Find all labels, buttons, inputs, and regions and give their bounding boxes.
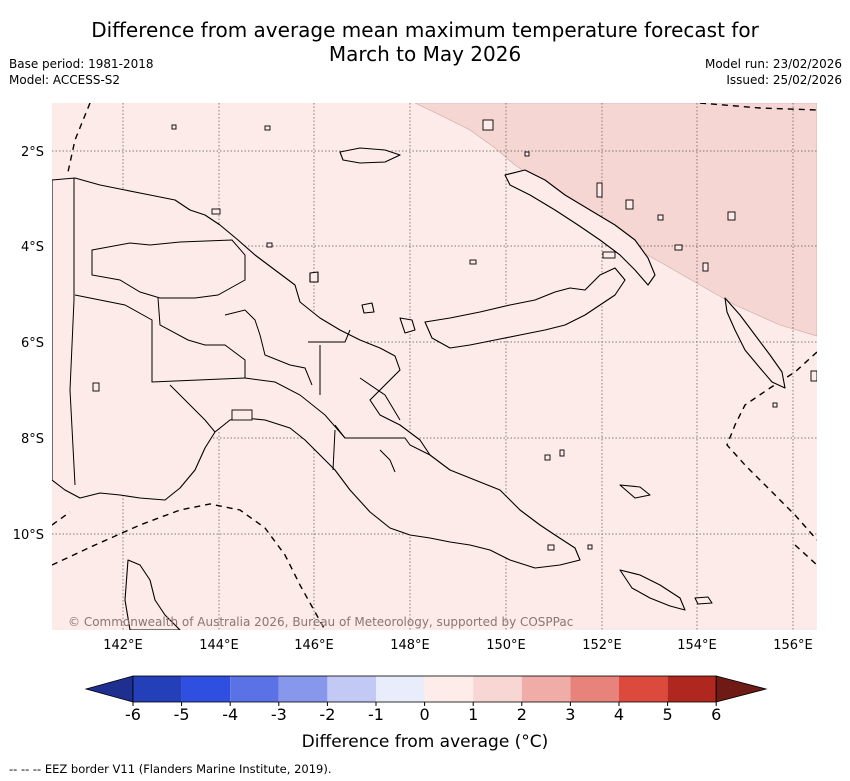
new-ireland	[504, 169, 656, 286]
lat-label: 4°S	[21, 240, 44, 255]
colorbar-swatch	[619, 676, 668, 702]
lon-label: 144°E	[199, 638, 239, 653]
lon-label: 152°E	[582, 638, 622, 653]
colorbar-tick-label: 3	[565, 705, 575, 724]
issued-date: Issued: 25/02/2026	[726, 73, 842, 87]
lon-label: 148°E	[390, 638, 430, 653]
louisiade-islands	[619, 569, 686, 611]
colorbar-tick-label: 6	[711, 705, 721, 724]
province-borders	[69, 178, 431, 486]
colorbar-label: Difference from average (°C)	[301, 732, 549, 752]
model-run: Model run: 23/02/2026	[704, 57, 842, 71]
new-britain	[424, 267, 626, 349]
longitude-labels: 142°E 144°E 146°E 148°E 150°E 152°E 154°E 156°E	[103, 638, 813, 653]
colorbar-tick-label: 0	[420, 705, 430, 724]
colorbar-ticks: -6 -5 -4 -3 -2 -1 0 1 2 3 4 5 6	[125, 702, 721, 724]
colorbar-swatch	[570, 676, 619, 702]
colorbar-tick-label: -6	[125, 705, 141, 724]
latitude-labels: 2°S 4°S 6°S 8°S 10°S	[13, 145, 44, 543]
title-line-1: Difference from average mean maximum tem…	[91, 18, 759, 42]
colorbar-tick-label: 1	[468, 705, 478, 724]
colorbar-extend-low	[84, 675, 134, 703]
copyright-notice: © Commonwealth of Australia 2026, Bureau…	[68, 615, 573, 629]
long-island	[361, 302, 375, 314]
eez-legend-note: -- -- -- EEZ border V11 (Flanders Marine…	[9, 762, 332, 776]
lat-label: 10°S	[13, 528, 44, 543]
colorbar-swatch	[521, 676, 571, 702]
new-guinea-mainland	[52, 177, 581, 569]
lon-label: 146°E	[294, 638, 334, 653]
colorbar-extend-high	[715, 675, 768, 703]
land-outlines	[52, 147, 786, 630]
map-panel	[52, 103, 817, 630]
lat-label: 6°S	[21, 336, 44, 351]
meta-right: Model run: 23/02/2026 Issued: 25/02/2026	[705, 56, 842, 88]
lat-label: 2°S	[21, 145, 44, 160]
title-line-2: March to May 2026	[328, 42, 522, 66]
colorbar-tick-label: -1	[368, 705, 384, 724]
colorbar-swatch	[327, 676, 376, 702]
colorbar-swatch	[133, 676, 182, 702]
colorbar-tick-label: 2	[517, 705, 527, 724]
lon-label: 156°E	[773, 638, 813, 653]
lon-label: 142°E	[103, 638, 143, 653]
d-entrecasteaux-islands	[619, 484, 651, 499]
colorbar-tick-label: 5	[663, 705, 673, 724]
woodlark-island	[694, 596, 713, 605]
umboi-island	[399, 317, 416, 334]
colorbar-tick-label: -3	[271, 705, 287, 724]
base-period: Base period: 1981-2018	[9, 57, 154, 71]
torres-strait-tip	[124, 559, 181, 630]
colorbar-swatch	[667, 676, 717, 702]
lon-label: 150°E	[486, 638, 526, 653]
colorbar-tick-label: -4	[222, 705, 238, 724]
bougainville	[724, 297, 786, 389]
small-islands	[92, 119, 817, 551]
lat-label: 8°S	[21, 432, 44, 447]
model-name: Model: ACCESS-S2	[9, 73, 121, 87]
map-title: Difference from average mean maximum tem…	[0, 18, 850, 66]
karkar-island	[309, 271, 319, 283]
colorbar-tick-label: -2	[319, 705, 335, 724]
meta-left: Base period: 1981-2018 Model: ACCESS-S2	[9, 56, 154, 88]
colorbar-tick-label: -5	[174, 705, 190, 724]
colorbar-swatch	[376, 676, 425, 702]
colorbar-swatch	[181, 676, 231, 702]
colorbar-swatch	[278, 676, 328, 702]
colorbar-swatch	[230, 676, 279, 702]
manus-island	[339, 147, 401, 164]
lon-label: 154°E	[677, 638, 717, 653]
colorbar-swatch	[473, 676, 522, 702]
colorbar-swatch	[424, 676, 474, 702]
colorbar	[84, 675, 768, 703]
colorbar-tick-label: 4	[614, 705, 624, 724]
